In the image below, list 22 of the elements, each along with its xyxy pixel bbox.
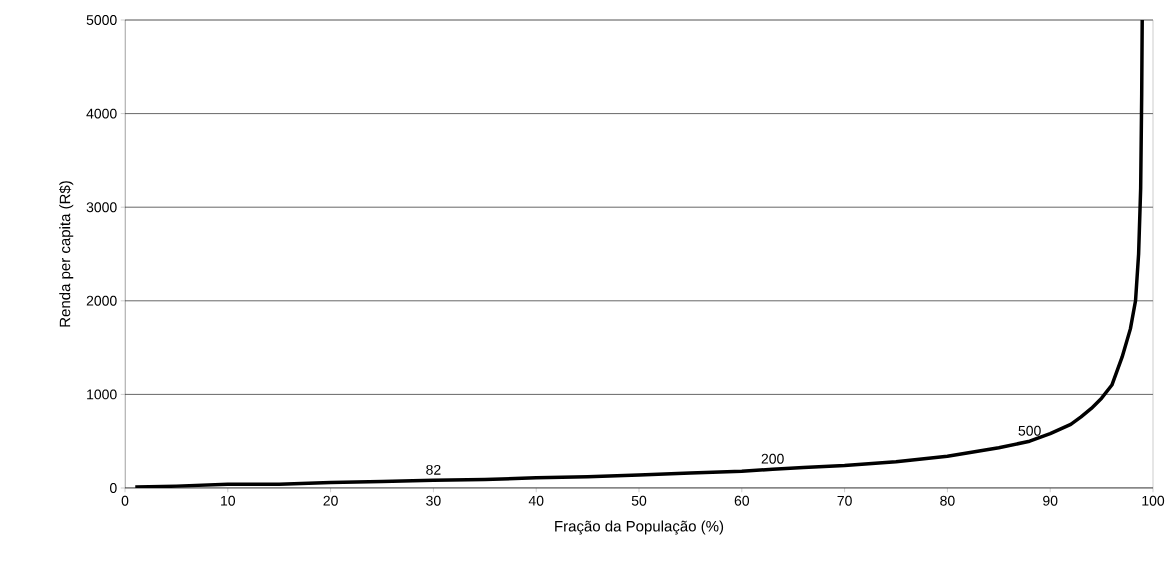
x-tick-label: 100 [1142, 495, 1165, 506]
y-tick-label: 5000 [86, 15, 117, 25]
x-tick-label: 90 [1043, 495, 1058, 506]
annotation: 500 [1018, 425, 1041, 436]
y-tick-label: 3000 [86, 202, 117, 213]
x-tick-label: 40 [528, 495, 544, 506]
annotation: 82 [426, 464, 441, 475]
x-tick-label: 10 [221, 495, 236, 506]
y-tick-label: 1000 [87, 389, 117, 400]
y-axis-title: Renda per capita (R$) [59, 181, 74, 327]
x-axis-title: Fração da População (%) [555, 520, 724, 535]
y-tick-label: 0 [109, 483, 117, 493]
y-tick-label: 4000 [86, 108, 117, 119]
x-tick-label: 60 [734, 495, 750, 506]
y-tick-label: 2000 [86, 295, 117, 306]
x-tick-label: 70 [837, 495, 852, 506]
x-tick-label: 50 [631, 495, 647, 506]
x-tick-label: 30 [426, 495, 441, 506]
annotation: 200 [761, 453, 784, 464]
x-tick-label: 20 [323, 495, 338, 506]
x-tick-label: 0 [121, 495, 129, 506]
x-tick-label: 80 [940, 495, 955, 506]
